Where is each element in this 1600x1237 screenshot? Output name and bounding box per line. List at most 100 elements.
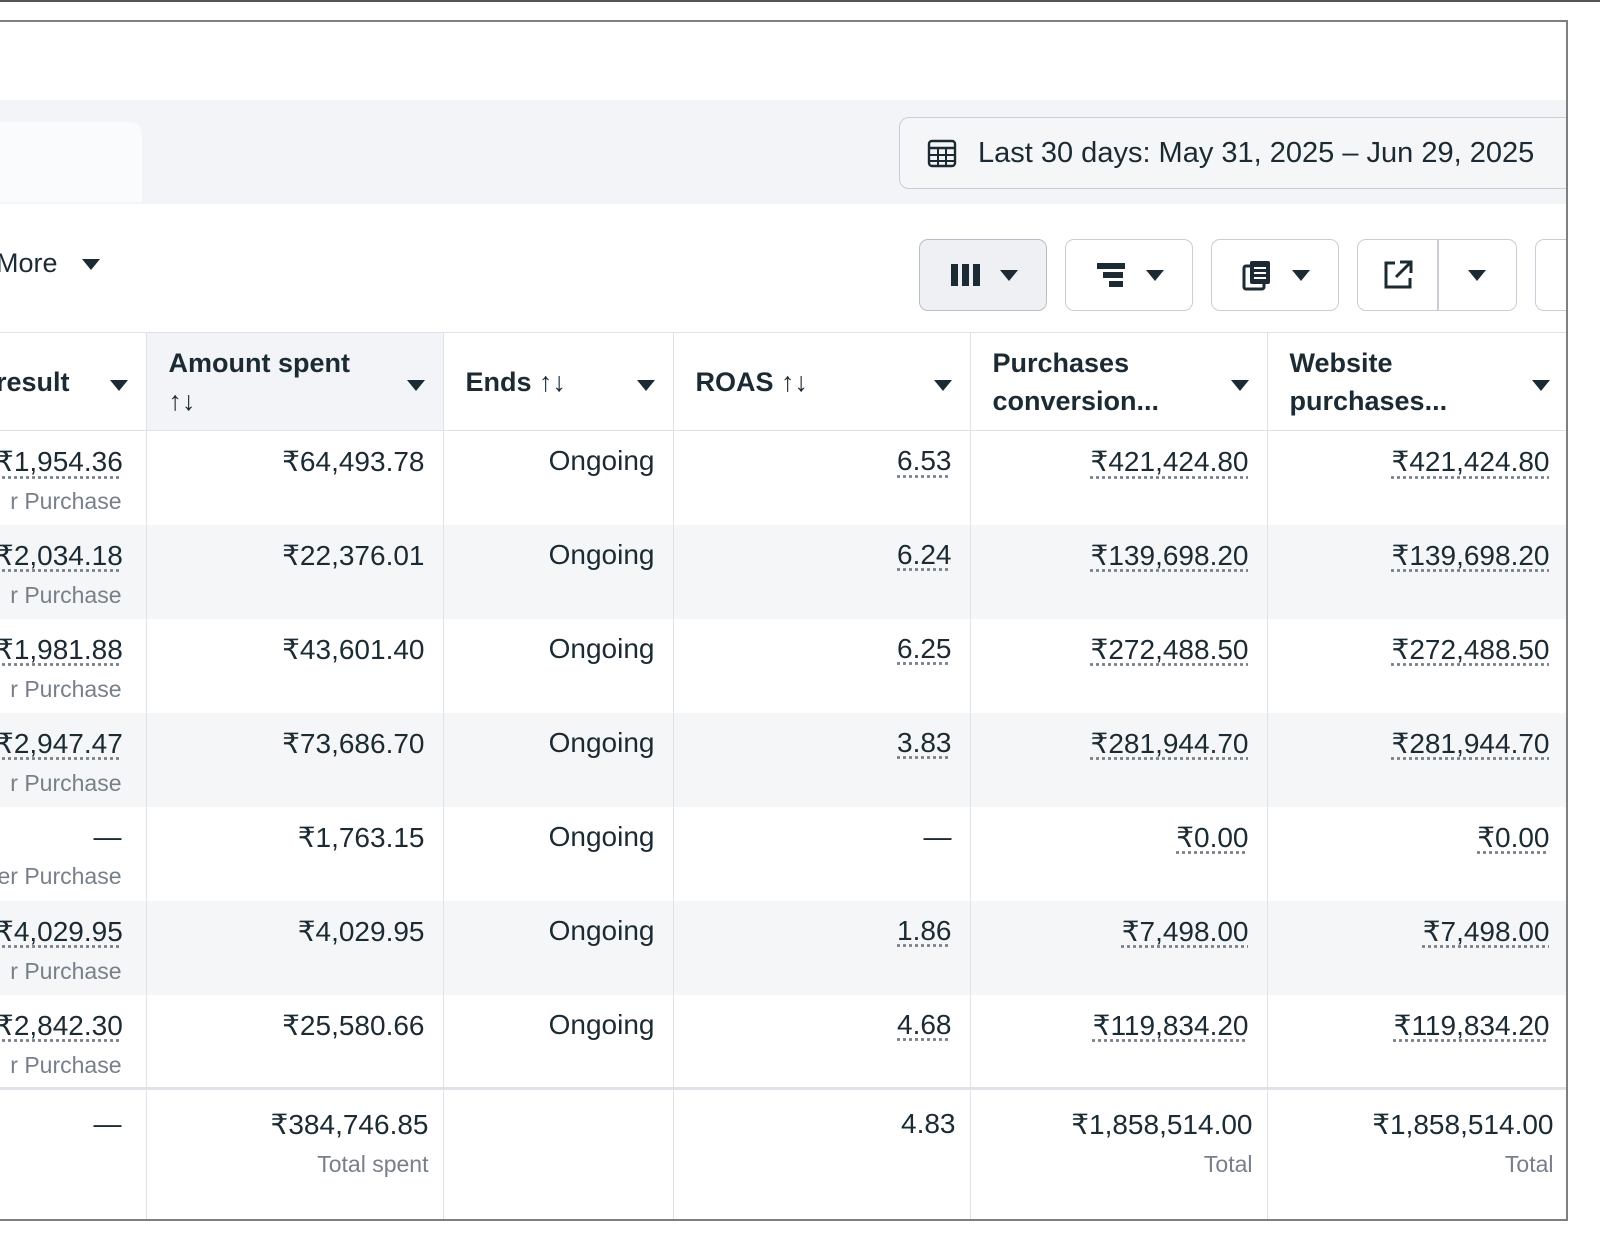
- total-amount-spent-cell-value: ₹384,746.85: [270, 1109, 429, 1140]
- column-header-label: Ends ↑↓: [465, 366, 567, 397]
- result-type-label: er Purchase: [0, 862, 122, 889]
- more-menu-button[interactable]: More: [0, 241, 100, 285]
- ends-cell-value: Ongoing: [548, 820, 655, 852]
- website-purchases-value-cell-value[interactable]: ₹421,424.80: [1391, 446, 1550, 477]
- chevron-down-icon: [1146, 269, 1164, 281]
- column-header-label: Purchases conversion...: [992, 347, 1160, 416]
- amount-spent-cell: ₹22,376.01: [146, 524, 444, 619]
- purchases-conversion-value-cell-value[interactable]: ₹119,834.20: [1092, 1009, 1249, 1041]
- chevron-down-icon[interactable]: [1531, 379, 1550, 391]
- roas-cell-value[interactable]: 4.68: [897, 1008, 952, 1040]
- website-purchases-value-cell: ₹119,834.20: [1267, 994, 1566, 1089]
- cost-per-result-cell: ₹2,842.30 r Purchase: [0, 994, 147, 1089]
- table-row[interactable]: ₹2,034.18 r Purchase ₹22,376.01 Ongoing 6.24…: [0, 524, 1566, 619]
- chevron-down-icon[interactable]: [933, 379, 952, 391]
- campaigns-table: result Amount spent ↑↓ Ends ↑↓ ROAS ↑↓: [0, 332, 1566, 1219]
- amount-spent-cell-value: ₹4,029.95: [297, 915, 425, 947]
- chevron-down-icon[interactable]: [109, 379, 128, 391]
- roas-cell-value: —: [923, 820, 952, 852]
- purchases-conversion-value-cell: ₹421,424.80: [970, 430, 1268, 525]
- website-purchases-value-cell-value[interactable]: ₹7,498.00: [1422, 915, 1550, 947]
- result-type-label: r Purchase: [10, 769, 122, 796]
- date-range-picker[interactable]: Last 30 days: May 31, 2025 – Jun 29, 202…: [899, 117, 1566, 189]
- column-header-result[interactable]: result: [0, 332, 147, 431]
- roas-cell: 3.83: [673, 712, 971, 807]
- website-purchases-value-cell: ₹0.00: [1267, 806, 1566, 901]
- website-purchases-value-cell-value[interactable]: ₹119,834.20: [1393, 1009, 1550, 1041]
- columns-button[interactable]: [919, 239, 1047, 311]
- website-purchases-value-cell-value[interactable]: ₹281,944.70: [1391, 727, 1550, 759]
- purchases-conversion-value-cell-value[interactable]: ₹7,498.00: [1121, 915, 1249, 947]
- breakdown-button[interactable]: [1065, 239, 1193, 311]
- ends-cell: Ongoing: [443, 994, 674, 1089]
- column-header-label: ROAS ↑↓: [695, 366, 809, 397]
- website-purchases-value-cell-value[interactable]: ₹139,698.20: [1391, 539, 1550, 571]
- roas-cell: 4.68: [673, 994, 971, 1089]
- total-amount-spent-cell: ₹384,746.85 Total spent: [146, 1087, 444, 1219]
- ads-manager-panel: Last 30 days: May 31, 2025 – Jun 29, 202…: [0, 20, 1568, 1221]
- column-header-website-purchases[interactable]: Website purchases...: [1267, 332, 1566, 431]
- cost-per-result-cell-value[interactable]: ₹1,954.36: [0, 446, 123, 477]
- cost-per-result-cell-value[interactable]: ₹2,947.47: [0, 727, 123, 759]
- ends-cell: Ongoing: [443, 900, 674, 995]
- amount-spent-cell-value: ₹64,493.78: [282, 446, 425, 477]
- purchases-conversion-value-cell-value[interactable]: ₹421,424.80: [1090, 446, 1249, 477]
- result-type-label: r Purchase: [10, 488, 122, 514]
- purchases-conversion-value-cell-value[interactable]: ₹0.00: [1176, 821, 1249, 853]
- export-button[interactable]: [1358, 240, 1437, 310]
- table-row[interactable]: ₹1,981.88 r Purchase ₹43,601.40 Ongoing 6.25…: [0, 618, 1566, 713]
- total-cost-cell: —: [0, 1087, 147, 1219]
- ends-cell: Ongoing: [443, 806, 674, 901]
- chevron-down-icon: [81, 258, 100, 270]
- website-purchases-value-cell: ₹281,944.70: [1267, 712, 1566, 807]
- total-website-purchases-cell: ₹1,858,514.00 Total: [1267, 1087, 1566, 1219]
- purchases-conversion-value-cell-value[interactable]: ₹281,944.70: [1090, 727, 1249, 759]
- roas-cell-value[interactable]: 1.86: [897, 914, 952, 946]
- website-purchases-value-cell-value[interactable]: ₹0.00: [1477, 821, 1550, 853]
- table-body: ₹1,954.36 r Purchase ₹64,493.78 Ongoing 6.53…: [0, 430, 1566, 1219]
- column-header-amount-spent[interactable]: Amount spent ↑↓: [146, 332, 444, 431]
- roas-cell-value[interactable]: 6.24: [897, 538, 952, 570]
- cost-per-result-cell-value[interactable]: ₹2,034.18: [0, 539, 123, 571]
- result-type-label: r Purchase: [10, 957, 122, 984]
- ends-cell: Ongoing: [443, 430, 674, 525]
- chevron-down-icon[interactable]: [1230, 379, 1249, 391]
- table-row[interactable]: ₹2,842.30 r Purchase ₹25,580.66 Ongoing 4.68…: [0, 994, 1566, 1089]
- purchases-conversion-value-cell-value[interactable]: ₹139,698.20: [1090, 539, 1249, 571]
- table-row[interactable]: — er Purchase ₹1,763.15 Ongoing — ₹0.00 ₹0.00: [0, 806, 1566, 901]
- purchases-conversion-value-cell: ₹139,698.20: [970, 524, 1268, 619]
- cost-per-result-cell-value[interactable]: ₹2,842.30: [0, 1009, 123, 1041]
- table-row[interactable]: ₹4,029.95 r Purchase ₹4,029.95 Ongoing 1.86 ₹…: [0, 900, 1566, 995]
- website-purchases-value-cell-value[interactable]: ₹272,488.50: [1391, 633, 1550, 665]
- column-header-purchases-conversion[interactable]: Purchases conversion...: [970, 332, 1268, 431]
- cost-per-result-cell: — er Purchase: [0, 806, 147, 901]
- amount-spent-cell: ₹73,686.70: [146, 712, 444, 807]
- export-options-button[interactable]: [1437, 240, 1516, 310]
- sort-icon[interactable]: ↑↓: [168, 385, 196, 416]
- roas-cell-value[interactable]: 6.53: [897, 445, 952, 476]
- cost-per-result-cell-value[interactable]: ₹1,981.88: [0, 633, 123, 665]
- table-row[interactable]: ₹1,954.36 r Purchase ₹64,493.78 Ongoing 6.53…: [0, 430, 1566, 525]
- chevron-down-icon[interactable]: [406, 379, 425, 391]
- more-actions-button[interactable]: [1535, 239, 1566, 311]
- roas-cell: —: [673, 806, 971, 901]
- ends-cell: Ongoing: [443, 524, 674, 619]
- reports-button[interactable]: [1211, 239, 1339, 311]
- roas-cell-value[interactable]: 6.25: [897, 632, 952, 664]
- cost-per-result-cell-value[interactable]: ₹4,029.95: [0, 915, 123, 947]
- tab-card[interactable]: [0, 122, 142, 202]
- purchases-conversion-value-cell-value[interactable]: ₹272,488.50: [1090, 633, 1249, 665]
- website-purchases-value-cell: ₹139,698.20: [1267, 524, 1566, 619]
- table-row[interactable]: ₹2,947.47 r Purchase ₹73,686.70 Ongoing 3.83…: [0, 712, 1566, 807]
- total-website-purchases-cell-value: ₹1,858,514.00: [1372, 1109, 1554, 1140]
- reports-icon: [1242, 261, 1270, 291]
- export-split-button[interactable]: [1357, 239, 1517, 311]
- column-header-ends[interactable]: Ends ↑↓: [443, 332, 674, 431]
- total-purchases-conversion-cell-value: ₹1,858,514.00: [1071, 1109, 1253, 1140]
- chevron-down-icon[interactable]: [636, 379, 655, 391]
- table-toolbar: More: [0, 219, 1566, 311]
- column-header-roas[interactable]: ROAS ↑↓: [673, 332, 971, 431]
- ends-cell-value: Ongoing: [548, 632, 655, 664]
- roas-cell-value[interactable]: 3.83: [897, 726, 952, 758]
- more-label: More: [0, 247, 58, 278]
